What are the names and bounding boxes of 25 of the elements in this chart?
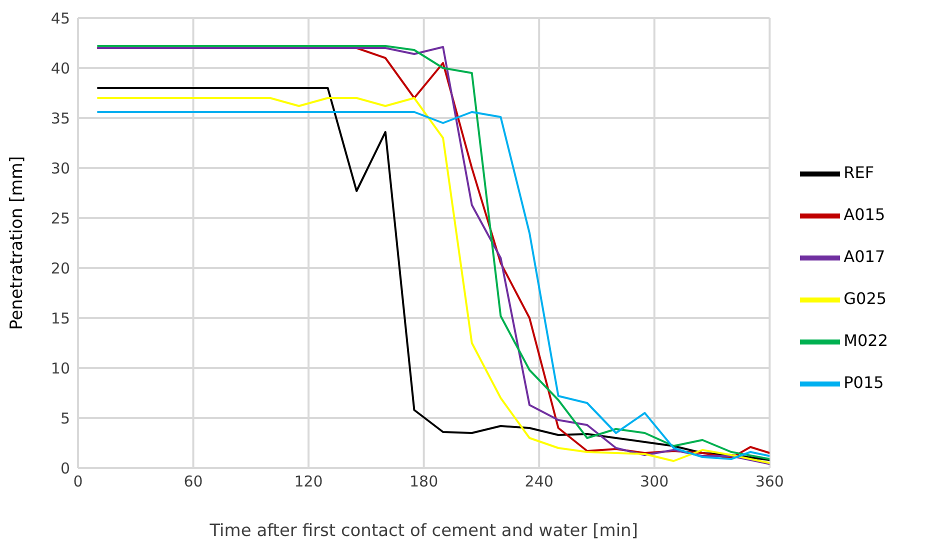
legend-label: A015 — [844, 205, 886, 224]
y-tick-label: 15 — [50, 309, 70, 328]
legend-label: G025 — [844, 289, 887, 308]
y-tick-label: 5 — [60, 409, 70, 428]
y-tick-label: 25 — [50, 209, 70, 228]
x-tick-label: 360 — [755, 472, 784, 491]
x-tick-label: 240 — [524, 472, 554, 491]
y-tick-label: 0 — [60, 459, 70, 478]
x-tick-label: 60 — [184, 472, 203, 491]
legend-label: P015 — [844, 373, 884, 392]
x-tick-label: 180 — [410, 472, 438, 491]
x-tick-label: 300 — [640, 472, 669, 491]
legend-label: REF — [844, 163, 874, 182]
x-axis-title: Time after first contact of cement and water [min] — [208, 521, 638, 541]
y-tick-label: 20 — [50, 259, 70, 278]
y-axis-title: Penetratration [mm] — [7, 156, 28, 330]
y-tick-label: 30 — [50, 159, 70, 178]
legend-label: A017 — [844, 247, 886, 266]
x-tick-label: 120 — [294, 472, 323, 491]
y-tick-label: 45 — [50, 9, 70, 28]
y-tick-label: 35 — [50, 109, 70, 128]
y-tick-label: 40 — [50, 59, 70, 78]
x-tick-label: 0 — [73, 472, 83, 491]
y-tick-label: 10 — [50, 359, 70, 378]
legend-label: M022 — [844, 331, 888, 350]
